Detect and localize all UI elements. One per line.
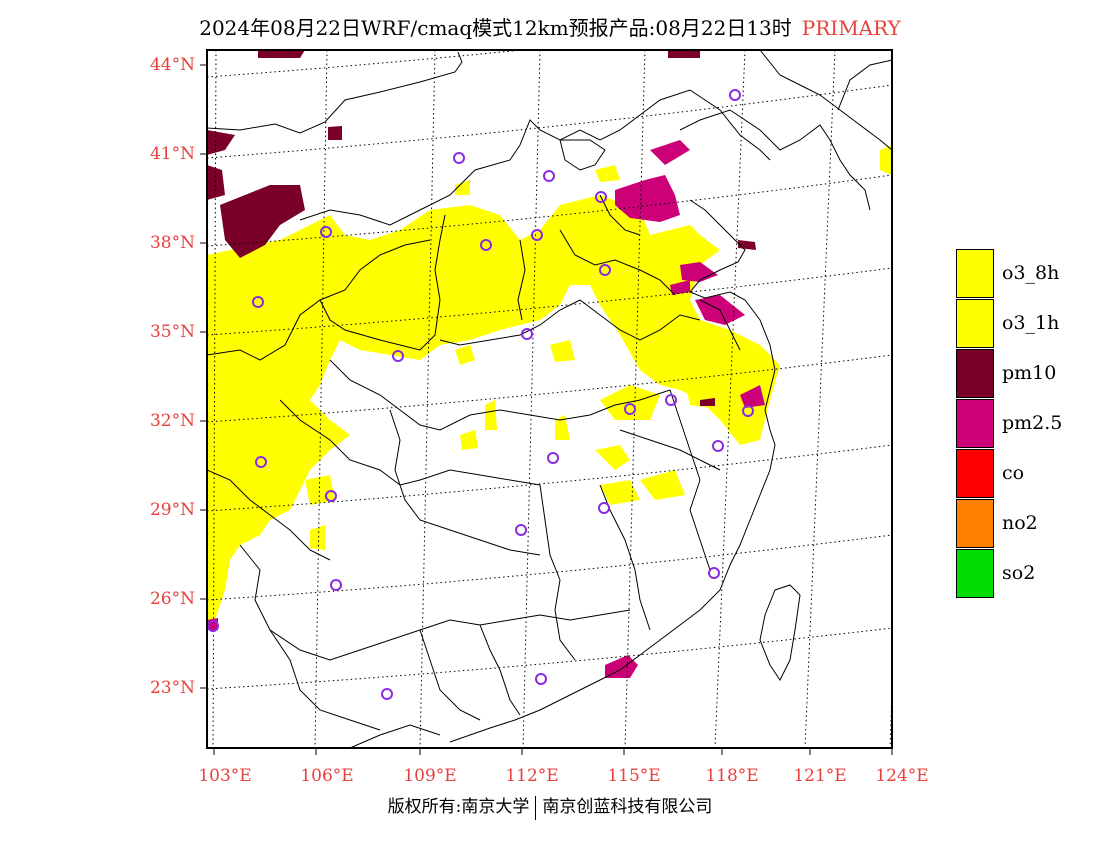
legend-swatch — [956, 249, 994, 298]
lon-label: 121°E — [793, 766, 847, 786]
boundaries — [207, 50, 892, 748]
o3-field — [207, 145, 892, 630]
station-marker — [521, 328, 533, 340]
legend-item-o3-8h: o3_8h — [956, 249, 1096, 299]
lat-label: 35°N — [149, 322, 195, 342]
station-marker — [515, 524, 527, 536]
legend-swatch — [956, 349, 994, 398]
legend-item-pm25: pm2.5 — [956, 399, 1096, 449]
station-marker — [595, 191, 607, 203]
primary-tag: PRIMARY — [801, 16, 901, 40]
station-marker — [543, 170, 555, 182]
lat-label: 44°N — [149, 55, 195, 75]
station-marker — [547, 452, 559, 464]
station-marker — [453, 152, 465, 164]
station-marker — [598, 502, 610, 514]
station-marker — [624, 403, 636, 415]
copyright-left: 版权所有:南京大学 — [387, 797, 530, 817]
station-marker — [392, 350, 404, 362]
station-marker — [535, 673, 547, 685]
legend-label: so2 — [1002, 562, 1036, 584]
lon-label: 124°E — [875, 766, 929, 786]
lon-label: 112°E — [505, 766, 559, 786]
station-markers — [207, 89, 754, 700]
legend: o3_8h o3_1h pm10 pm2.5 co no2 so2 — [956, 249, 1096, 599]
lat-label: 26°N — [149, 589, 195, 609]
legend-swatch — [956, 449, 994, 498]
legend-swatch — [956, 499, 994, 548]
map-title-text: 2024年08月22日WRF/cmaq模式12km预报产品:08月22日13时 — [199, 16, 792, 40]
legend-swatch — [956, 299, 994, 348]
legend-item-co: co — [956, 449, 1096, 499]
lat-label: 29°N — [149, 500, 195, 520]
legend-item-o3-1h: o3_1h — [956, 299, 1096, 349]
legend-item-no2: no2 — [956, 499, 1096, 549]
lon-label: 106°E — [300, 766, 354, 786]
station-marker — [480, 239, 492, 251]
station-marker — [729, 89, 741, 101]
station-marker — [665, 394, 677, 406]
lat-label: 23°N — [149, 678, 195, 698]
lon-label: 103°E — [198, 766, 252, 786]
legend-item-pm10: pm10 — [956, 349, 1096, 399]
station-marker — [325, 490, 337, 502]
legend-label: co — [1002, 462, 1025, 484]
station-marker — [330, 579, 342, 591]
station-marker — [381, 688, 393, 700]
map-title: 2024年08月22日WRF/cmaq模式12km预报产品:08月22日13时 P… — [0, 12, 1100, 41]
station-marker — [255, 456, 267, 468]
lon-label: 115°E — [607, 766, 661, 786]
lat-label: 32°N — [149, 411, 195, 431]
legend-item-so2: so2 — [956, 549, 1096, 599]
copyright-separator — [535, 795, 537, 820]
pm10-field — [207, 50, 756, 406]
legend-label: o3_1h — [1002, 312, 1060, 334]
lat-label: 41°N — [149, 144, 195, 164]
legend-label: pm10 — [1002, 362, 1057, 384]
map-content — [207, 50, 892, 748]
legend-label: o3_8h — [1002, 262, 1060, 284]
station-marker — [742, 405, 754, 417]
lat-label: 38°N — [149, 233, 195, 253]
station-marker — [712, 440, 724, 452]
lon-label: 118°E — [705, 766, 759, 786]
legend-swatch — [956, 399, 994, 448]
legend-swatch — [956, 549, 994, 598]
station-marker — [531, 229, 543, 241]
map-frame — [206, 49, 893, 749]
lon-label: 109°E — [403, 766, 457, 786]
station-marker — [320, 226, 332, 238]
station-marker — [708, 567, 720, 579]
axis-ticks — [200, 64, 893, 755]
legend-label: no2 — [1002, 512, 1038, 534]
station-marker — [599, 264, 611, 276]
copyright-footer: 版权所有:南京大学 南京创蓝科技有限公司 — [0, 792, 1100, 820]
copyright-right: 南京创蓝科技有限公司 — [542, 797, 713, 817]
legend-label: pm2.5 — [1002, 412, 1063, 434]
station-marker — [252, 296, 264, 308]
